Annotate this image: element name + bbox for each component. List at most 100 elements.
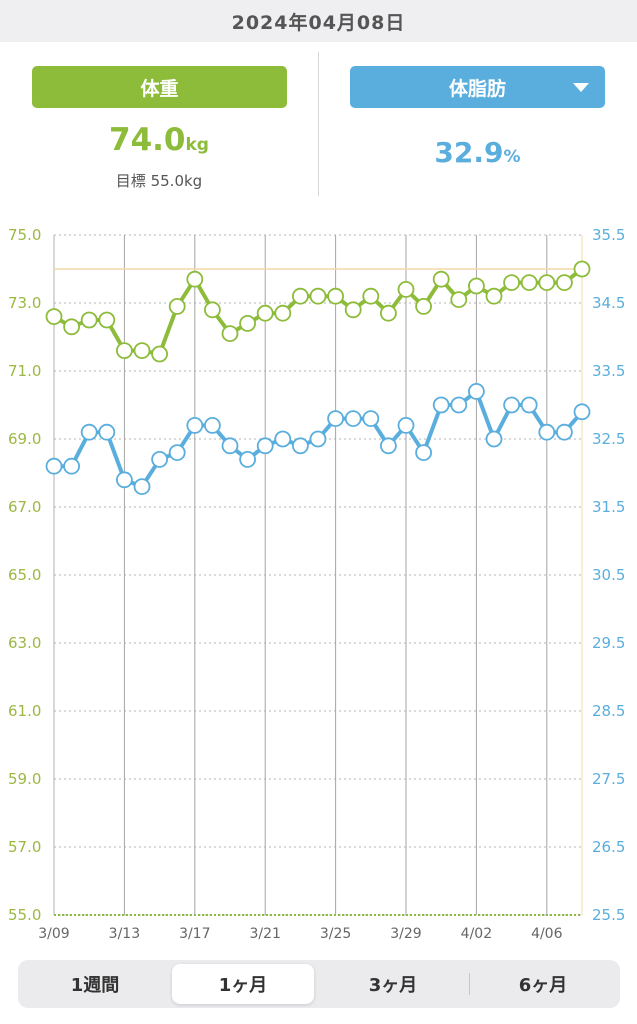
weight-number: 74.0 [109, 122, 186, 158]
right-axis-tick: 26.5 [592, 838, 625, 856]
weight-point [63, 318, 80, 336]
body-fat-point [168, 444, 186, 462]
body-fat-point [556, 423, 573, 441]
body-fat-point [344, 410, 362, 428]
body-fat-point [450, 396, 468, 414]
body-fat-point [80, 423, 98, 441]
body-fat-point [274, 430, 292, 448]
left-axis-tick: 59.0 [8, 770, 41, 788]
weight-point [239, 315, 257, 332]
left-axis-tick: 61.0 [8, 702, 41, 720]
weight-point [186, 270, 204, 288]
weight-point [397, 281, 415, 298]
weight-point [291, 287, 309, 305]
x-axis-tick: 4/06 [531, 926, 563, 942]
body-fat-point [239, 450, 257, 468]
range-segmented-control: 1週間 1ヶ月 3ヶ月 6ヶ月 [18, 960, 620, 1008]
x-axis-tick: 3/29 [390, 926, 421, 942]
weight-metric-button[interactable]: 体重 [32, 66, 287, 108]
chart-area[interactable]: 75.0 35.5 73.0 34.5 71.0 33.5 69.0 32.5 67.0 31.5… [0, 206, 637, 950]
weight-point [520, 274, 538, 291]
body-fat-point [415, 444, 433, 462]
tab-1-month[interactable]: 1ヶ月 [172, 964, 314, 1004]
weight-point [450, 291, 468, 308]
x-axis-tick: 3/21 [249, 926, 280, 942]
body-fat-point [573, 403, 591, 421]
tab-1-week[interactable]: 1週間 [24, 964, 166, 1004]
tab-separator [469, 973, 470, 995]
weight-point [327, 287, 345, 305]
weight-point [573, 260, 591, 278]
goal-value: 55.0kg [150, 172, 203, 190]
body-fat-point [133, 478, 151, 496]
weight-line [52, 267, 584, 356]
right-axis-tick: 28.5 [592, 702, 625, 720]
weight-point [362, 287, 380, 305]
body-fat-point [256, 437, 274, 455]
goal-label: 目標 [115, 172, 146, 190]
weight-point [379, 304, 397, 322]
fat-button-label: 体脂肪 [448, 77, 506, 100]
body-fat-point [63, 457, 80, 475]
weight-point [274, 304, 292, 322]
body-fat-point [151, 450, 169, 468]
weight-bodyfat-chart[interactable]: 75.0 35.5 73.0 34.5 71.0 33.5 69.0 32.5 67.0 31.5… [0, 206, 637, 950]
summary-divider [318, 52, 319, 196]
x-axis-tick: 3/25 [320, 926, 351, 942]
left-axis-tick: 73.0 [8, 294, 41, 312]
body-fat-point [291, 437, 309, 455]
date-header: 2024年04月08日 [0, 0, 637, 42]
right-axis-tick: 31.5 [592, 498, 625, 516]
right-axis-tick: 32.5 [592, 430, 625, 448]
weight-point [80, 311, 98, 329]
weight-point [116, 342, 133, 360]
body-fat-point [309, 430, 327, 448]
weight-point [415, 298, 433, 315]
weight-point [467, 277, 485, 295]
body-fat-point [327, 410, 345, 428]
body-fat-point [503, 396, 521, 414]
weight-point [485, 287, 503, 305]
body-fat-point [221, 437, 239, 455]
weight-point [98, 311, 116, 329]
left-axis-tick: 65.0 [8, 566, 41, 584]
weight-point [309, 287, 327, 305]
weight-button-label: 体重 [140, 77, 179, 100]
body-fat-point [520, 396, 538, 414]
left-axis-tick: 63.0 [8, 634, 41, 652]
caret-down-icon [573, 83, 589, 92]
weight-point [203, 301, 221, 319]
x-axis-tick: 3/17 [179, 926, 210, 942]
right-axis-tick: 30.5 [592, 566, 625, 584]
weight-point [256, 304, 274, 322]
left-axis-tick: 69.0 [8, 430, 41, 448]
weight-point [556, 274, 573, 291]
left-axis-tick: 55.0 [8, 906, 41, 924]
body-fat-dropdown-button[interactable]: 体脂肪 [350, 66, 605, 108]
weight-point [538, 274, 556, 291]
weight-point [151, 345, 169, 363]
left-axis-tick: 67.0 [8, 498, 41, 516]
body-fat-point [485, 430, 503, 448]
body-fat-point [362, 410, 380, 428]
x-axis-tick: 3/13 [109, 926, 140, 942]
left-axis-tick: 75.0 [8, 226, 41, 244]
weight-point [168, 298, 186, 315]
tab-6-months[interactable]: 6ヶ月 [472, 964, 614, 1004]
body-fat-point [379, 437, 397, 455]
right-axis-tick: 25.5 [592, 906, 625, 924]
fat-number: 32.9 [434, 136, 504, 169]
body-fat-point [45, 457, 63, 475]
weight-point [503, 274, 521, 291]
left-axis-tick: 57.0 [8, 838, 41, 856]
right-axis-tick: 29.5 [592, 634, 625, 652]
goal-weight: 目標 55.0kg [0, 170, 318, 191]
body-fat-point [98, 423, 116, 441]
tab-3-months[interactable]: 3ヶ月 [322, 964, 464, 1004]
tab-label: 3ヶ月 [368, 975, 418, 996]
tab-label: 6ヶ月 [518, 975, 568, 996]
left-axis-tick: 71.0 [8, 362, 41, 380]
body-fat-point [186, 416, 204, 434]
x-axis-tick: 3/09 [38, 926, 69, 942]
current-date: 2024年04月08日 [231, 11, 406, 34]
